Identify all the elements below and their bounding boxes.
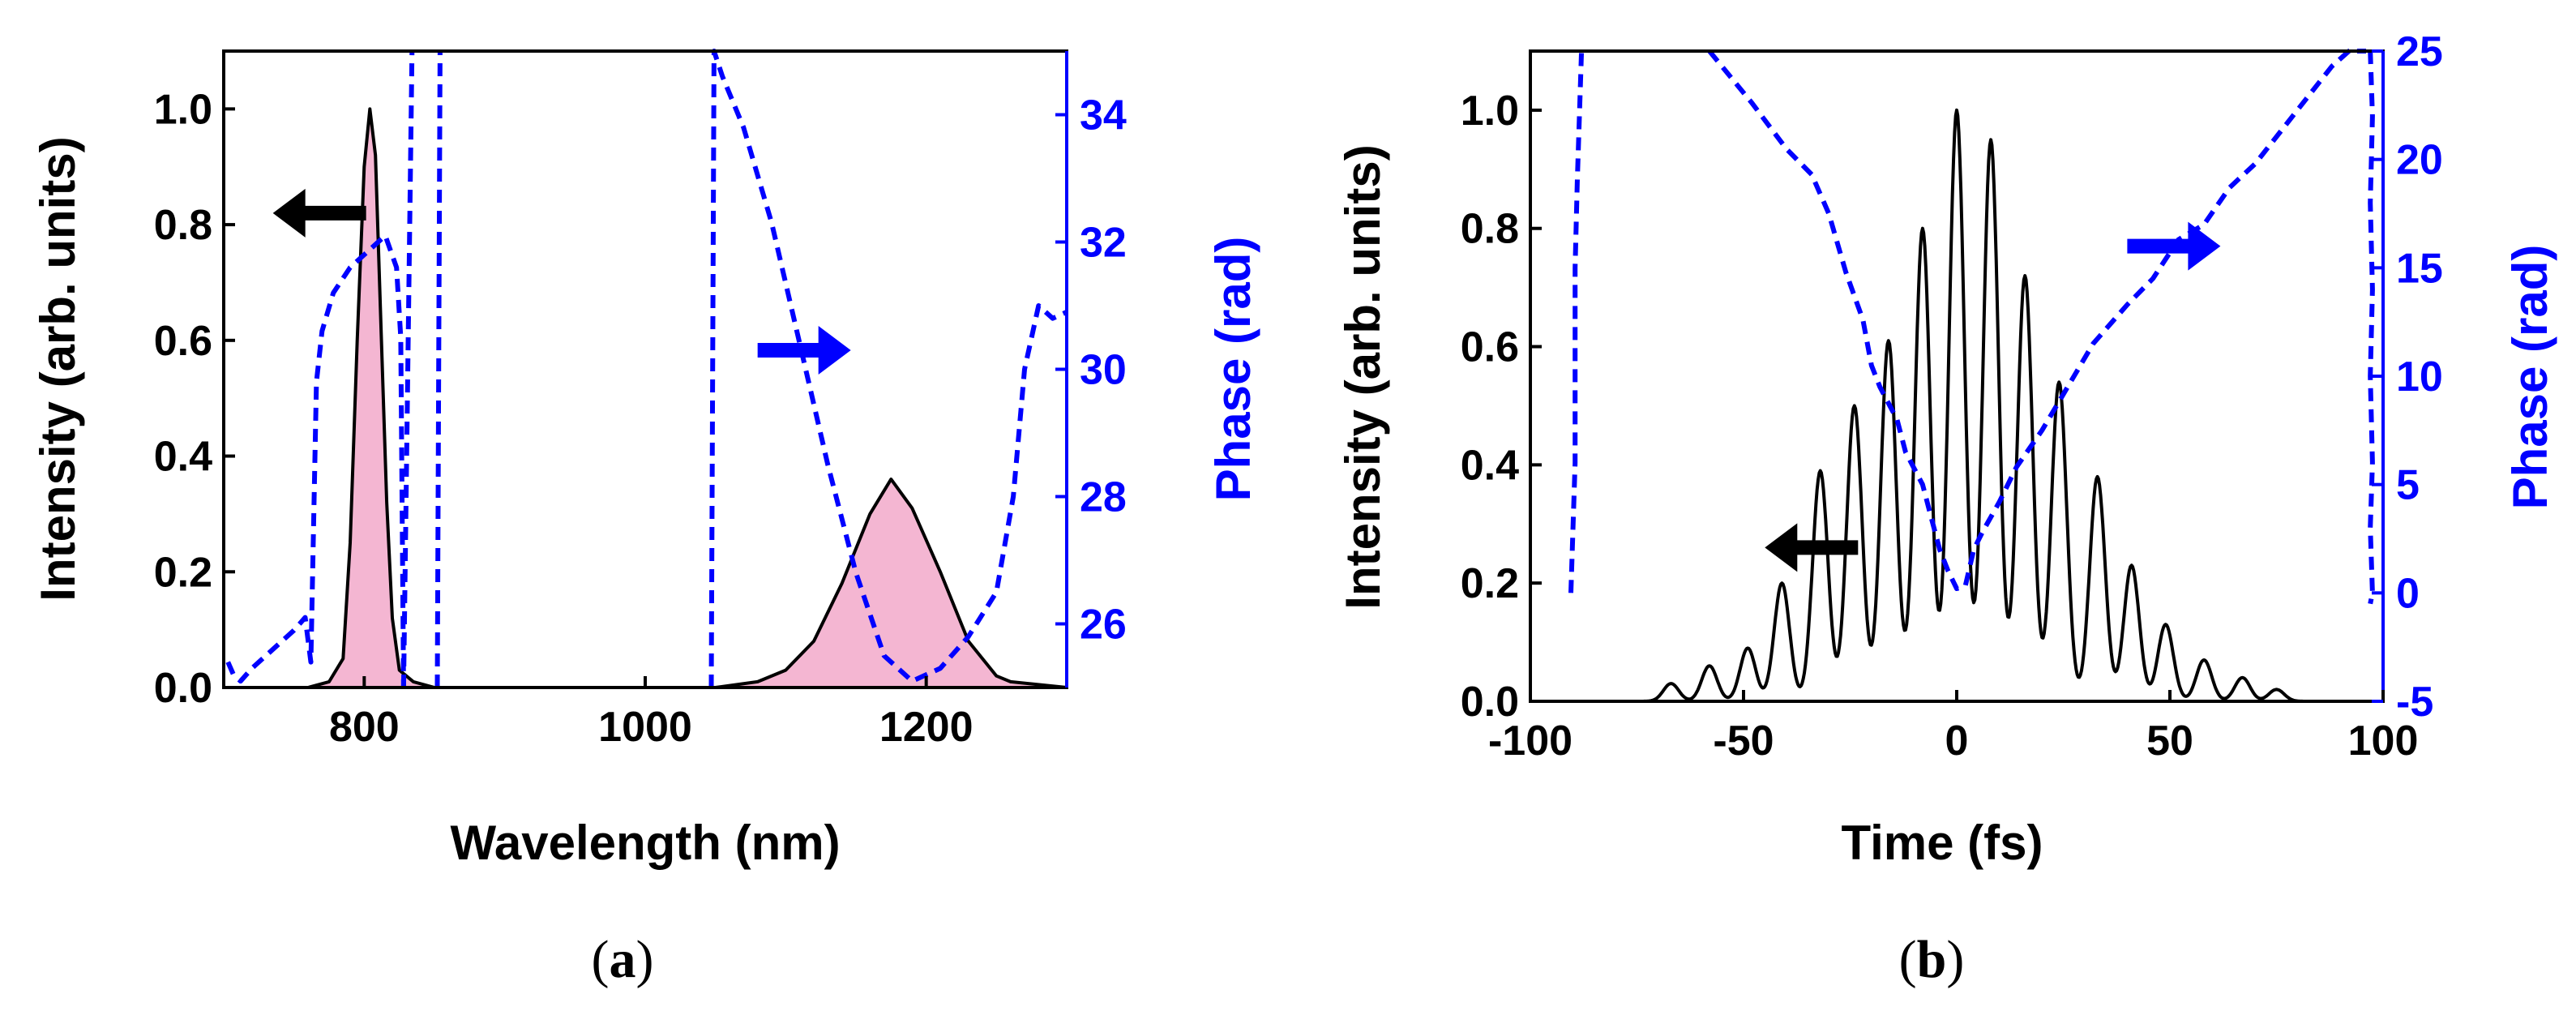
series-layer-b — [1564, 49, 2375, 703]
y-ticks-right-b: -5 0 5 10 15 20 25 — [2372, 28, 2443, 726]
y-tick-label-left: 0.8 — [1461, 206, 1519, 253]
y-tick-label-left: 0.2 — [1461, 560, 1519, 607]
phase-line-segment — [400, 50, 415, 688]
y-ticks-left-a: 0.0 0.2 0.4 0.6 0.8 1.0 — [154, 86, 235, 712]
y-tick-label-right: 20 — [2396, 137, 2443, 184]
y-ticks-left-b: 0.0 0.2 0.4 0.6 0.8 1.0 — [1461, 88, 1542, 726]
axis-arrow-left-icon — [1765, 523, 1859, 572]
y-tick-label-right: 10 — [2396, 353, 2443, 401]
y-tick-label-right: 30 — [1080, 347, 1127, 394]
y-tick-label-right: 28 — [1080, 474, 1127, 521]
y-tick-label-right: 32 — [1080, 220, 1127, 267]
y-tick-label-left: 0.0 — [154, 665, 212, 712]
x-axis-label-b: Time (fs) — [1842, 816, 2043, 870]
intensity-line — [224, 107, 1068, 689]
x-tick-label: 0 — [1945, 718, 1969, 765]
x-tick-label: -50 — [1713, 718, 1774, 765]
panel-b: -100 -50 0 50 100 0.00.20.40.60.81.0 -505101… — [1336, 28, 2557, 989]
x-tick-label: 100 — [2348, 718, 2419, 765]
y-tick-label-right: 5 — [2396, 462, 2420, 509]
x-ticks-b: -100 -50 0 50 100 — [1488, 690, 2418, 765]
y-tick-label-left: 0.8 — [154, 202, 212, 249]
panel-label-b: (b) — [1899, 930, 1965, 989]
series-layer-a — [224, 49, 1068, 689]
axis-arrow-right-icon — [2127, 221, 2221, 271]
y-tick-label-right: -5 — [2396, 679, 2433, 726]
intensity-fill-a — [224, 109, 1067, 688]
y-tick-label-left: 0.6 — [154, 318, 212, 365]
y-tick-label-left: 1.0 — [1461, 88, 1519, 135]
y-tick-label-left: 1.0 — [154, 86, 212, 133]
y-tick-label-right: 25 — [2396, 28, 2443, 75]
x-tick-label: 1000 — [598, 704, 692, 751]
x-tick-label: 1200 — [879, 704, 973, 751]
y-tick-label-right: 34 — [1080, 92, 1127, 139]
y-ticks-right-a: 26 28 30 32 34 — [1055, 92, 1127, 649]
panel-label-a: (a) — [592, 930, 654, 989]
y-axis-label-left-b: Intensity (arb. units) — [1336, 144, 1390, 609]
phase-line-segment — [1707, 49, 2366, 591]
y-tick-label-left: 0.6 — [1461, 324, 1519, 371]
y-tick-label-left: 0.4 — [154, 434, 212, 481]
y-axis-label-right-a: Phase (rad) — [1206, 237, 1260, 502]
y-tick-label-right: 26 — [1080, 602, 1127, 649]
x-tick-label: 800 — [329, 704, 400, 751]
plot-frame-b — [1529, 49, 2385, 703]
phase-line-segment — [2368, 50, 2375, 605]
panel-letter-a: a — [610, 930, 636, 989]
y-tick-label-right: 15 — [2396, 245, 2443, 292]
phase-line-segment — [434, 50, 443, 688]
axis-arrow-left-icon — [272, 188, 366, 238]
arrows-b — [1765, 221, 2221, 572]
intensity-fill-area — [224, 109, 434, 688]
x-tick-label: 50 — [2146, 718, 2193, 765]
intensity-line — [1564, 108, 2350, 703]
axis-arrow-right-icon — [757, 325, 851, 375]
y-axis-label-left-a: Intensity (arb. units) — [31, 136, 85, 601]
y-tick-label-left: 0.0 — [1461, 679, 1519, 726]
y-tick-label-left: 0.2 — [154, 549, 212, 596]
phase-line-segment — [1568, 50, 1585, 593]
y-tick-label-right: 0 — [2396, 570, 2420, 617]
x-ticks-a: 800 1000 1200 — [329, 676, 973, 751]
y-axis-label-right-b: Phase (rad) — [2503, 245, 2557, 510]
phase-line-segment — [225, 233, 406, 688]
x-tick-label: -100 — [1488, 718, 1573, 765]
y-tick-label-left: 0.4 — [1461, 442, 1519, 489]
intensity-fill-area — [715, 479, 1067, 688]
panel-letter-b: b — [1917, 930, 1947, 989]
x-axis-label-a: Wavelength (nm) — [450, 816, 840, 870]
arrows-a — [272, 188, 851, 375]
panel-a: 800 1000 1200 0.0 0.2 0.4 0.6 0.8 1.0 26 28 30 32 3… — [31, 49, 1260, 989]
